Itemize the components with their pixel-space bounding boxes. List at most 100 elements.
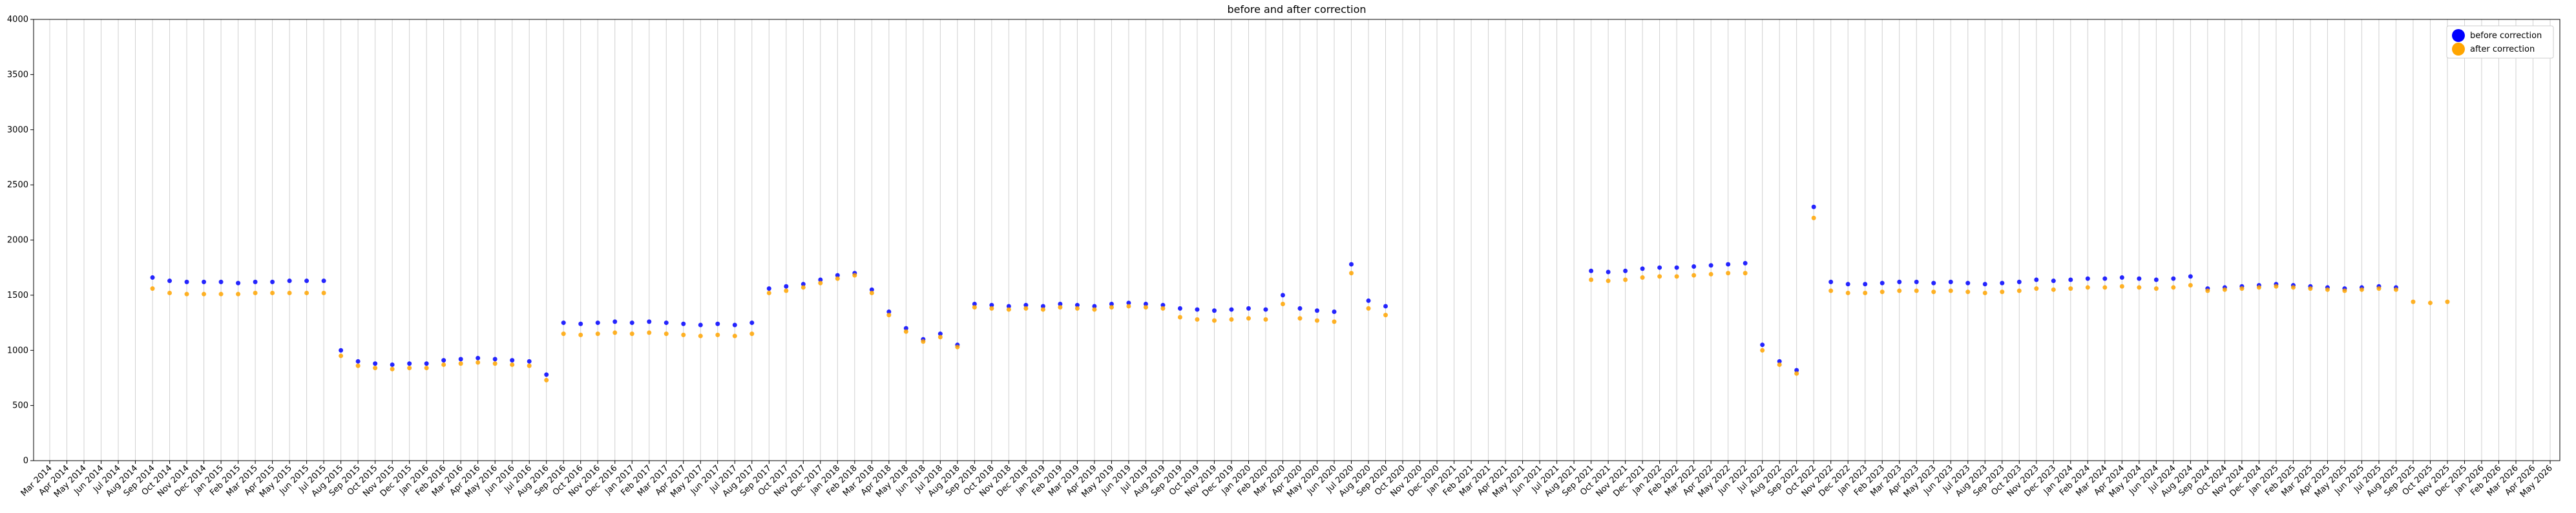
point [236,291,241,297]
point [681,332,686,337]
point [321,278,326,284]
point [698,322,703,328]
point [1897,288,1902,293]
point [2290,285,2296,290]
point [373,366,378,371]
point [972,305,977,310]
point [749,331,755,337]
point [903,326,908,331]
point [972,302,977,307]
point [1674,265,1679,270]
point [202,291,207,297]
point [1315,308,1320,313]
point [150,275,155,280]
point [2016,279,2022,284]
point [664,320,669,326]
point [578,321,583,326]
point [1092,304,1097,309]
point [2137,276,2142,281]
chart-title: before and after correction [1227,3,1366,16]
point [544,377,549,382]
point [270,279,275,284]
point [2034,286,2039,291]
point [2153,277,2159,282]
legend-box [2446,25,2554,59]
point [1606,269,1611,275]
point [527,363,532,368]
point [492,361,497,366]
point [647,330,652,335]
point [2051,278,2056,284]
point [1828,279,1834,284]
point [2051,287,2056,292]
point [1606,278,1611,284]
point [578,332,583,337]
point [1195,317,1200,322]
point [1828,288,1834,293]
point [1845,290,1850,295]
point [629,331,634,337]
point [1931,280,1936,286]
point [1366,298,1371,303]
point [510,362,515,367]
point [1897,279,1902,284]
point [2102,285,2108,290]
point [424,366,429,371]
point [287,278,292,284]
point [715,321,720,326]
point [1177,306,1182,311]
point [492,357,497,362]
point [2205,288,2210,293]
point [2119,275,2124,280]
point [476,360,481,365]
point [1246,306,1251,311]
point [1726,262,1731,267]
point [1743,271,1748,276]
point [2427,300,2433,306]
point [886,309,892,314]
point [1794,371,1799,376]
point [1760,348,1765,353]
point [1657,274,1662,279]
legend-label: after correction [2470,45,2535,54]
point [2068,286,2073,291]
point [2239,286,2245,291]
point [1143,302,1148,307]
point [184,279,189,284]
point [355,359,361,364]
point [989,306,994,311]
point [784,284,789,289]
point [1811,204,1816,209]
point [1948,288,1953,293]
point [2411,299,2416,304]
point [390,366,395,372]
point [1657,265,1662,270]
point [1863,290,1868,295]
point [441,358,446,363]
point [1195,307,1200,312]
point [1332,319,1337,324]
point [1760,342,1765,348]
point [1691,264,1697,269]
y-tick-label: 500 [12,401,28,411]
point [681,321,686,326]
point [1074,306,1080,311]
point [1674,274,1679,279]
point [2393,287,2398,292]
point [869,287,874,292]
point [1914,279,1919,284]
point [2342,288,2347,293]
point [2376,286,2382,291]
point [527,359,532,364]
point [1349,262,1354,267]
point [1297,306,1303,311]
point [955,344,960,350]
point [647,319,652,324]
point [886,313,892,318]
point [1109,302,1114,307]
point [749,320,755,326]
point [2256,285,2261,290]
point [921,339,926,344]
point [218,279,224,284]
point [2102,276,2108,281]
